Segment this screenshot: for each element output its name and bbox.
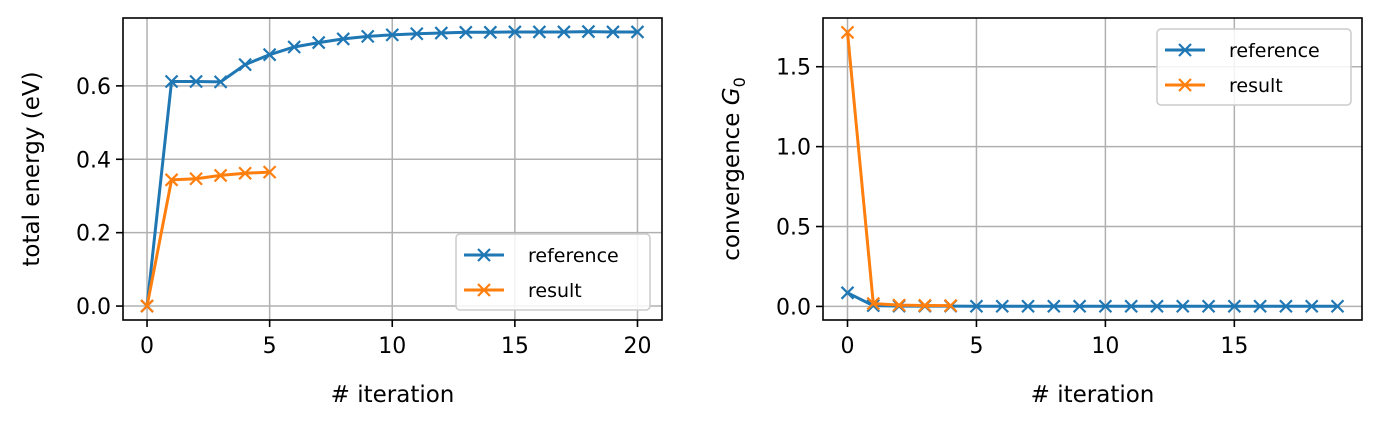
legend-box: [1156, 28, 1352, 106]
x-tick-label: 15: [501, 334, 529, 359]
chart-panel-0: 0 5 10 15 20 0.0 0.2 0.4 0.6 # iteration total ene…: [19, 17, 663, 408]
series-result: [140, 165, 277, 313]
data-point: [434, 26, 449, 40]
legend-entry-reference: reference: [464, 245, 619, 267]
y-tick-label: 1.0: [776, 136, 811, 161]
legend-label: result: [1229, 75, 1283, 97]
data-point: [189, 74, 203, 89]
legend-label: reference: [528, 245, 619, 267]
data-point: [840, 286, 855, 300]
x-tick-label: 0: [140, 334, 154, 359]
data-point: [1227, 299, 1242, 314]
legend: reference result: [455, 233, 651, 311]
legend-entry-reference: reference: [1165, 40, 1320, 62]
data-point: [1201, 299, 1216, 314]
data-point: [238, 57, 252, 72]
data-point: [1072, 299, 1087, 314]
series-line-result: [145, 170, 270, 307]
y-tick-label: 0.0: [76, 295, 111, 320]
data-point: [409, 27, 424, 41]
legend-label: result: [528, 280, 582, 302]
data-point: [840, 25, 855, 40]
data-point: [866, 298, 881, 313]
data-point: [995, 299, 1010, 314]
series-result: [840, 25, 958, 313]
data-point: [606, 25, 620, 39]
data-point: [1330, 299, 1345, 314]
chart-panel-1: 0 5 10 15 0.0 0.5 1.0 1.5 # iteration convergence…: [719, 17, 1363, 408]
data-point: [262, 165, 277, 179]
y-tick-label: 1.5: [776, 56, 811, 81]
data-point: [1021, 299, 1035, 314]
x-tick-label: 0: [841, 334, 855, 359]
legend-box: [455, 233, 651, 311]
y-axis-label: total energy (eV): [19, 71, 45, 266]
x-tick-label: 10: [1091, 334, 1119, 359]
y-tick-label: 0.6: [76, 75, 111, 100]
plot-frame: [822, 17, 1363, 321]
legend: reference result: [1156, 28, 1352, 106]
x-axis-label: # iteration: [1031, 382, 1155, 408]
data-point: [360, 29, 375, 44]
data-point: [918, 298, 932, 313]
series-reference: [840, 286, 1345, 314]
series-line-result: [846, 32, 951, 308]
data-point: [459, 25, 473, 40]
y-tick-label: 0.4: [76, 148, 111, 173]
x-tick-label: 5: [969, 334, 983, 359]
data-point: [140, 299, 154, 313]
data-point: [1175, 299, 1190, 314]
data-point: [483, 25, 498, 40]
data-point: [1124, 299, 1138, 314]
data-point: [943, 298, 958, 313]
x-tick-label: 20: [623, 334, 651, 359]
data-point: [262, 47, 277, 62]
y-axis-label: convergence G0: [719, 77, 749, 261]
data-point: [557, 25, 571, 39]
data-point: [532, 25, 547, 39]
data-point: [311, 35, 326, 50]
data-point: [164, 74, 179, 89]
data-point: [385, 28, 400, 42]
data-point: [287, 40, 301, 54]
data-point: [1150, 299, 1164, 314]
data-point: [969, 299, 984, 314]
y-tick-label: 0.2: [76, 222, 111, 247]
data-point: [213, 75, 228, 89]
data-point: [336, 32, 350, 46]
data-point: [866, 296, 881, 311]
y-tick-label: 0.0: [776, 295, 811, 320]
data-point: [1047, 299, 1061, 314]
data-point: [213, 168, 228, 183]
x-tick-label: 10: [378, 334, 406, 359]
data-point: [1279, 299, 1293, 314]
data-point: [1098, 299, 1113, 314]
data-point: [630, 25, 645, 39]
legend-entry-result: result: [464, 280, 582, 302]
data-point: [892, 298, 906, 312]
x-tick-label: 15: [1220, 334, 1248, 359]
x-tick-label: 5: [263, 334, 277, 359]
legend-label: reference: [1229, 40, 1320, 62]
data-point: [238, 166, 252, 180]
data-point: [1304, 299, 1319, 314]
data-point: [581, 24, 596, 39]
data-point: [1253, 299, 1267, 314]
data-point: [164, 173, 179, 187]
x-axis-label: # iteration: [331, 382, 455, 408]
y-tick-label: 0.5: [776, 216, 811, 241]
legend-entry-result: result: [1165, 75, 1283, 97]
data-point: [189, 171, 203, 186]
data-point: [508, 25, 522, 39]
